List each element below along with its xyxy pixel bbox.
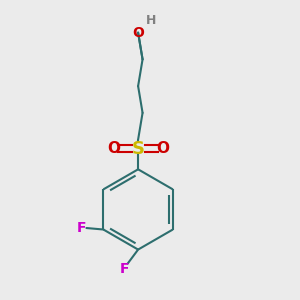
Text: F: F	[120, 262, 130, 276]
Text: H: H	[146, 14, 157, 27]
Text: O: O	[132, 26, 144, 40]
Text: O: O	[156, 141, 169, 156]
Text: F: F	[76, 221, 86, 235]
Text: S: S	[132, 140, 145, 158]
Text: O: O	[107, 141, 120, 156]
